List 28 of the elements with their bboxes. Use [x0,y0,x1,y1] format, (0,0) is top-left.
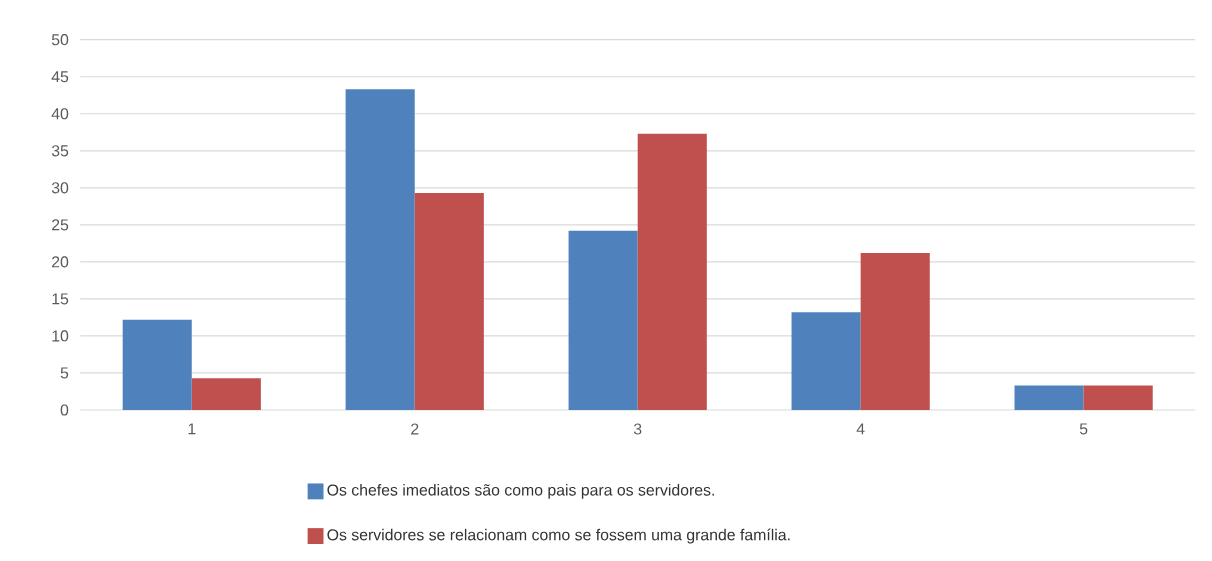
y-tick-label: 50 [51,34,69,46]
bar [860,253,930,411]
y-tick-label: 25 [52,219,69,231]
bar [191,378,261,411]
bar [1014,385,1084,411]
x-tick-label: 3 [633,423,642,435]
x-tick-label: 5 [1079,423,1088,435]
bar [791,312,861,411]
y-tick-label: 45 [51,71,69,83]
y-tick-label: 15 [52,293,69,305]
legend-label: Os servidores se relacionam como se fossem uma grande família. [327,528,790,544]
y-tick-label: 20 [52,256,69,268]
y-tick-label: 10 [52,330,69,342]
x-tick-label: 4 [856,423,865,435]
bar [414,193,484,411]
bar [122,319,192,411]
y-tick-label: 40 [51,108,69,120]
bar [345,89,415,411]
legend-label: Os chefes imediatos são como pais para os servidores. [327,484,714,499]
bar [1083,385,1153,411]
bar [637,133,707,411]
y-tick-label: 5 [60,367,69,379]
y-tick-label: 30 [51,182,69,194]
x-tick-label: 2 [411,423,419,435]
x-tick-label: 1 [188,423,196,435]
bar [568,230,638,411]
y-tick-label: 0 [60,404,69,416]
y-tick-label: 35 [51,145,69,157]
